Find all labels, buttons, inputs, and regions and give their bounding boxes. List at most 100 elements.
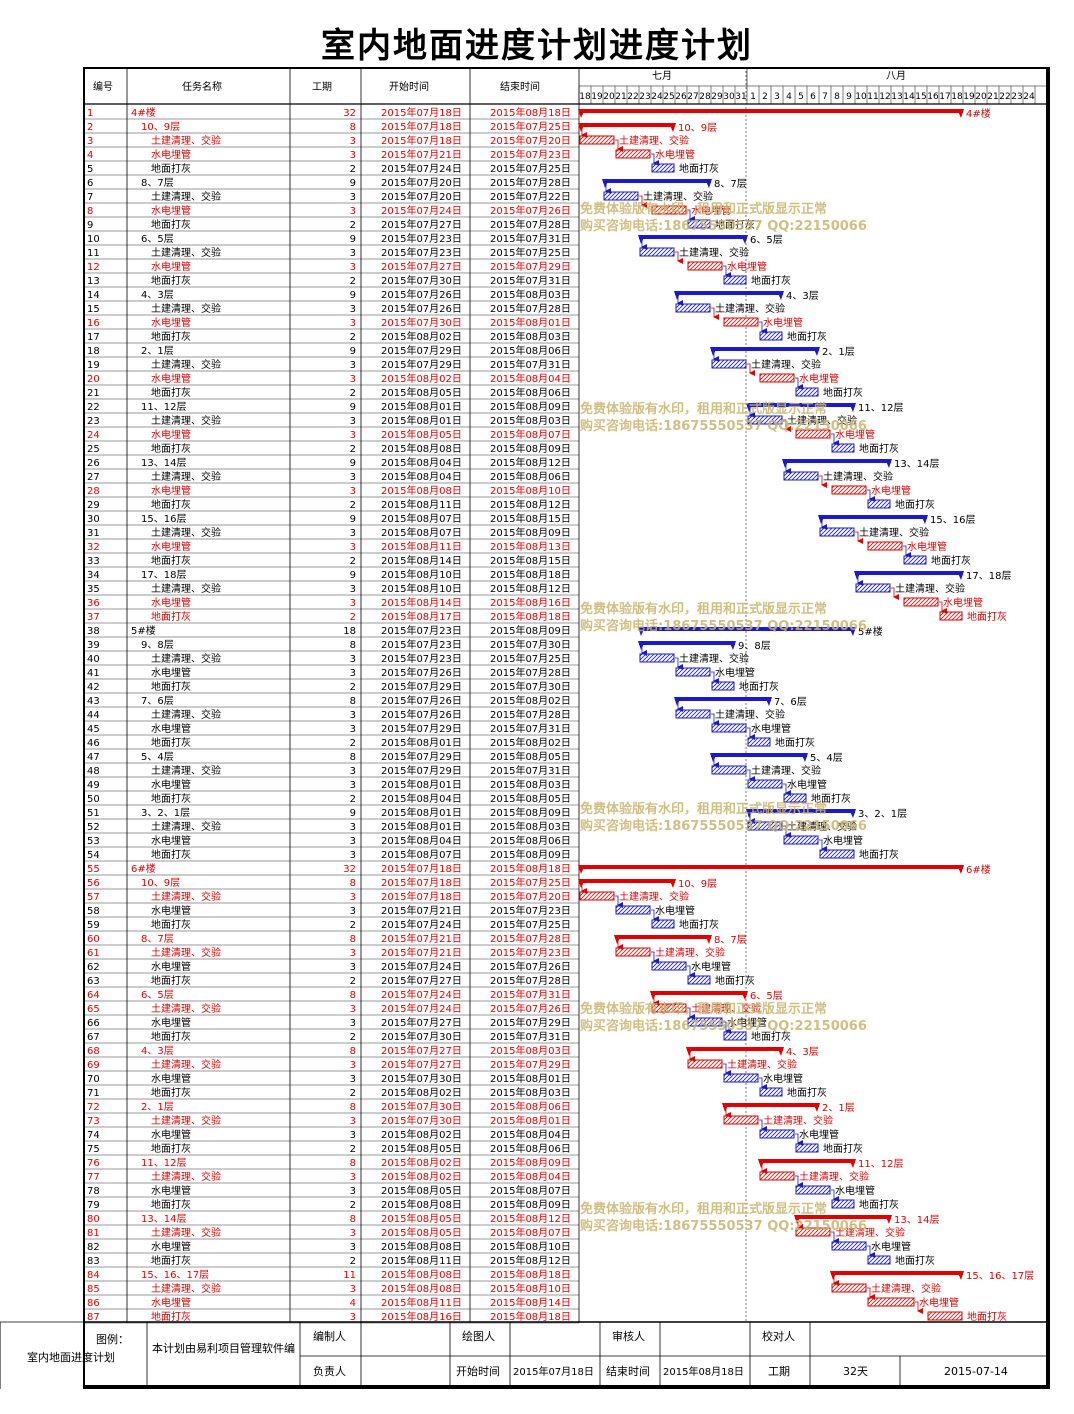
task-bar[interactable]: 水电埋管: [723, 316, 803, 329]
task-bar[interactable]: 地面打灰: [723, 274, 791, 287]
task-bar[interactable]: 土建清理、交验: [855, 582, 965, 595]
task-bar[interactable]: 地面打灰: [747, 736, 815, 749]
task-bar[interactable]: 土建清理、交验: [783, 470, 893, 483]
summary-bar[interactable]: 10、9层: [578, 122, 717, 134]
task-bar[interactable]: 土建清理、交验: [723, 1114, 833, 1127]
summary-bar[interactable]: 6、5层: [650, 990, 783, 1002]
table-row[interactable]: 51 3、2、1层 9 2015年08月01日 2015年08月09日: [85, 806, 579, 820]
task-bar[interactable]: 土建清理、交验: [651, 1002, 761, 1015]
task-bar[interactable]: 地面打灰: [795, 1142, 863, 1155]
summary-bar[interactable]: 5、4层: [710, 752, 843, 764]
task-bar[interactable]: 地面打灰: [687, 218, 755, 231]
task-bar[interactable]: 水电埋管: [903, 596, 983, 609]
task-bar[interactable]: 土建清理、交验: [579, 890, 689, 903]
table-row[interactable]: 31 土建清理、交验 3 2015年08月07日 2015年08月09日: [85, 526, 579, 540]
summary-bar[interactable]: 13、14层: [782, 458, 939, 470]
table-row[interactable]: 87 地面打灰 3 2015年08月16日 2015年08月18日: [85, 1310, 579, 1324]
task-bar[interactable]: 水电埋管: [759, 1128, 839, 1141]
table-row[interactable]: 20 水电埋管 3 2015年08月02日 2015年08月04日: [85, 372, 579, 386]
task-bar[interactable]: 地面打灰: [927, 1310, 1007, 1323]
task-bar[interactable]: 水电埋管: [687, 1016, 767, 1029]
table-row[interactable]: 64 6、5层 8 2015年07月24日 2015年07月31日: [85, 988, 579, 1002]
table-row[interactable]: 44 土建清理、交验 3 2015年07月26日 2015年07月28日: [85, 708, 579, 722]
summary-bar[interactable]: 15、16层: [818, 514, 975, 526]
table-row[interactable]: 54 地面打灰 3 2015年08月07日 2015年08月09日: [85, 848, 579, 862]
task-bar[interactable]: 土建清理、交验: [831, 1282, 941, 1295]
task-bar[interactable]: 水电埋管: [675, 666, 755, 679]
table-row[interactable]: 53 水电埋管 3 2015年08月04日 2015年08月06日: [85, 834, 579, 848]
table-row[interactable]: 32 水电埋管 3 2015年08月11日 2015年08月13日: [85, 540, 579, 554]
table-row[interactable]: 40 土建清理、交验 3 2015年07月23日 2015年07月25日: [85, 652, 579, 666]
task-bar[interactable]: 地面打灰: [867, 498, 935, 511]
table-row[interactable]: 27 土建清理、交验 3 2015年08月04日 2015年08月06日: [85, 470, 579, 484]
task-bar[interactable]: 水电埋管: [831, 1240, 911, 1253]
table-row[interactable]: 76 11、12层 8 2015年08月02日 2015年08月09日: [85, 1156, 579, 1170]
table-row[interactable]: 75 地面打灰 2 2015年08月05日 2015年08月06日: [85, 1142, 579, 1156]
table-row[interactable]: 4 水电埋管 3 2015年07月21日 2015年07月23日: [85, 148, 579, 162]
table-row[interactable]: 10 6、5层 9 2015年07月23日 2015年07月31日: [85, 232, 579, 246]
table-row[interactable]: 73 土建清理、交验 3 2015年07月30日 2015年08月01日: [85, 1114, 579, 1128]
task-bar[interactable]: 土建清理、交验: [603, 190, 713, 203]
table-row[interactable]: 48 土建清理、交验 3 2015年07月29日 2015年07月31日: [85, 764, 579, 778]
table-row[interactable]: 9 地面打灰 2 2015年07月27日 2015年07月28日: [85, 218, 579, 232]
summary-bar[interactable]: 9、8层: [638, 640, 771, 652]
summary-bar[interactable]: 11、12层: [758, 1158, 903, 1170]
summary-bar[interactable]: 4、3层: [674, 290, 819, 302]
task-bar[interactable]: 土建清理、交验: [711, 764, 821, 777]
task-bar[interactable]: 土建清理、交验: [711, 358, 821, 371]
summary-bar[interactable]: 15、16、17层: [830, 1270, 1034, 1282]
table-row[interactable]: 33 地面打灰 2 2015年08月14日 2015年08月15日: [85, 554, 579, 568]
table-row[interactable]: 23 土建清理、交验 3 2015年08月01日 2015年08月03日: [85, 414, 579, 428]
task-bar[interactable]: 地面打灰: [759, 1086, 827, 1099]
summary-bar[interactable]: 2、1层: [722, 1102, 855, 1114]
table-row[interactable]: 43 7、6层 8 2015年07月26日 2015年08月02日: [85, 694, 579, 708]
table-row[interactable]: 39 9、8层 8 2015年07月23日 2015年07月30日: [85, 638, 579, 652]
table-row[interactable]: 60 8、7层 8 2015年07月21日 2015年07月28日: [85, 932, 579, 946]
task-bar[interactable]: 水电埋管: [651, 204, 731, 217]
table-row[interactable]: 35 土建清理、交验 3 2015年08月10日 2015年08月12日: [85, 582, 579, 596]
table-row[interactable]: 86 水电埋管 4 2015年08月11日 2015年08月14日: [85, 1296, 579, 1310]
table-row[interactable]: 28 水电埋管 3 2015年08月08日 2015年08月10日: [85, 484, 579, 498]
task-bar[interactable]: 水电埋管: [651, 960, 731, 973]
task-bar[interactable]: 土建清理、交验: [759, 1170, 869, 1183]
table-row[interactable]: 69 土建清理、交验 3 2015年07月27日 2015年07月29日: [85, 1058, 579, 1072]
summary-bar[interactable]: 5#楼: [638, 625, 883, 638]
table-row[interactable]: 49 水电埋管 3 2015年08月01日 2015年08月03日: [85, 778, 579, 792]
task-bar[interactable]: 地面打灰: [651, 918, 719, 931]
table-row[interactable]: 72 2、1层 8 2015年07月30日 2015年08月06日: [85, 1100, 579, 1114]
task-bar[interactable]: 地面打灰: [903, 554, 971, 567]
task-bar[interactable]: 水电埋管: [723, 1072, 803, 1085]
table-row[interactable]: 67 地面打灰 2 2015年07月30日 2015年07月31日: [85, 1030, 579, 1044]
table-row[interactable]: 18 2、1层 9 2015年07月29日 2015年08月06日: [85, 344, 579, 358]
summary-bar[interactable]: 17、18层: [854, 570, 1011, 582]
task-bar[interactable]: 水电埋管: [795, 1184, 875, 1197]
table-row[interactable]: 70 水电埋管 3 2015年07月30日 2015年08月01日: [85, 1072, 579, 1086]
task-bar[interactable]: 水电埋管: [711, 722, 791, 735]
table-row[interactable]: 59 地面打灰 2 2015年07月24日 2015年07月25日: [85, 918, 579, 932]
table-row[interactable]: 17 地面打灰 2 2015年08月02日 2015年08月03日: [85, 330, 579, 344]
table-row[interactable]: 6 8、7层 9 2015年07月20日 2015年07月28日: [85, 176, 579, 190]
table-row[interactable]: 21 地面打灰 2 2015年08月05日 2015年08月06日: [85, 386, 579, 400]
table-row[interactable]: 41 水电埋管 3 2015年07月26日 2015年07月28日: [85, 666, 579, 680]
task-bar[interactable]: 水电埋管: [759, 372, 839, 385]
task-bar[interactable]: 土建清理、交验: [579, 134, 689, 147]
table-row[interactable]: 25 地面打灰 2 2015年08月08日 2015年08月09日: [85, 442, 579, 456]
task-bar[interactable]: 地面打灰: [867, 1254, 935, 1267]
table-row[interactable]: 81 土建清理、交验 3 2015年08月05日 2015年08月07日: [85, 1226, 579, 1240]
task-bar[interactable]: 地面打灰: [831, 1198, 899, 1211]
table-row[interactable]: 65 土建清理、交验 3 2015年07月24日 2015年07月26日: [85, 1002, 579, 1016]
summary-bar[interactable]: 6#楼: [578, 863, 991, 876]
table-row[interactable]: 19 土建清理、交验 3 2015年07月29日 2015年07月31日: [85, 358, 579, 372]
table-row[interactable]: 38 5#楼 18 2015年07月23日 2015年08月09日: [85, 624, 579, 638]
table-row[interactable]: 13 地面打灰 2 2015年07月30日 2015年07月31日: [85, 274, 579, 288]
task-bar[interactable]: 土建清理、交验: [747, 820, 857, 833]
task-bar[interactable]: 水电埋管: [783, 834, 863, 847]
task-bar[interactable]: 地面打灰: [711, 680, 779, 693]
task-bar[interactable]: 土建清理、交验: [639, 246, 749, 259]
table-row[interactable]: 50 地面打灰 2 2015年08月04日 2015年08月05日: [85, 792, 579, 806]
table-row[interactable]: 11 土建清理、交验 3 2015年07月23日 2015年07月25日: [85, 246, 579, 260]
table-row[interactable]: 52 土建清理、交验 3 2015年08月01日 2015年08月03日: [85, 820, 579, 834]
summary-bar[interactable]: 2、1层: [710, 346, 855, 358]
task-bar[interactable]: 水电埋管: [795, 428, 875, 441]
table-row[interactable]: 16 水电埋管 3 2015年07月30日 2015年08月01日: [85, 316, 579, 330]
